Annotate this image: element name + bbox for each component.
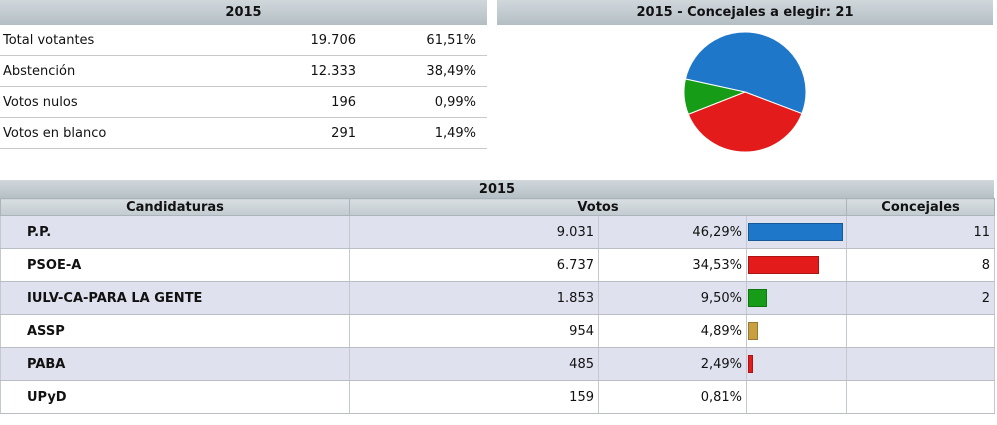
result-row: P.P. 9.031 46,29% 11 [0,215,996,249]
summary-label: Abstención [0,55,221,87]
percent-bar [748,322,758,340]
result-row: UPyD 159 0,81% [0,380,996,414]
summary-table: Total votantes 19.706 61,51% Abstención 12.3… [0,25,487,149]
result-row: IULV-CA-PARA LA GENTE 1.853 9,50% 2 [0,281,996,315]
party-seats [846,314,996,348]
chart-header: 2015 - Concejales a elegir: 21 [497,0,993,25]
summary-row: Votos nulos 196 0,99% [0,86,487,118]
summary-row: Total votantes 19.706 61,51% [0,25,487,56]
party-votes: 159 [349,380,599,414]
results-header: 2015 [0,180,994,199]
party-percent: 0,81% [598,380,747,414]
party-name: IULV-CA-PARA LA GENTE [0,281,350,315]
summary-value: 196 [221,86,358,118]
result-row: PABA 485 2,49% [0,347,996,381]
party-bar-cell [745,347,848,381]
party-name: ASSP [0,314,350,348]
summary-value: 12.333 [221,55,358,87]
party-seats: 11 [846,215,996,249]
summary-percent: 0,99% [358,86,487,118]
summary-row: Abstención 12.333 38,49% [0,55,487,87]
col-header-candidaturas: Candidaturas [0,198,350,216]
percent-bar [748,256,819,274]
party-votes: 485 [349,347,599,381]
summary-header: 2015 [0,0,487,25]
party-seats [846,347,996,381]
party-bar-cell [745,314,848,348]
col-header-votos: Votos [348,198,848,216]
results-header-row: Candidaturas Votos Concejales [0,198,996,216]
summary-value: 19.706 [221,25,358,56]
summary-value: 291 [221,117,358,149]
summary-percent: 61,51% [358,25,487,56]
result-row: PSOE-A 6.737 34,53% 8 [0,248,996,282]
party-name: PSOE-A [0,248,350,282]
col-header-concejales: Concejales [846,198,996,216]
pie-slice [683,78,747,115]
party-bar-cell [745,380,848,414]
party-percent: 2,49% [598,347,747,381]
pie-slice [684,31,807,115]
summary-row: Votos en blanco 291 1,49% [0,117,487,149]
results-table: Candidaturas Votos Concejales P.P. 9.031 4… [0,198,996,414]
summary-label: Total votantes [0,25,221,56]
percent-bar [748,355,753,373]
pie-slice [687,91,803,153]
summary-label: Votos nulos [0,86,221,118]
seats-pie-chart [683,31,807,153]
party-seats: 8 [846,248,996,282]
chart-title: 2015 - Concejales a elegir: 21 [636,5,854,20]
summary-label: Votos en blanco [0,117,221,149]
party-bar-cell [745,248,848,282]
party-percent: 34,53% [598,248,747,282]
party-percent: 9,50% [598,281,747,315]
party-percent: 46,29% [598,215,747,249]
party-name: UPyD [0,380,350,414]
party-votes: 954 [349,314,599,348]
summary-title: 2015 [225,5,262,20]
party-percent: 4,89% [598,314,747,348]
result-row: ASSP 954 4,89% [0,314,996,348]
party-seats: 2 [846,281,996,315]
party-votes: 9.031 [349,215,599,249]
percent-bar [748,289,767,307]
party-name: P.P. [0,215,350,249]
party-bar-cell [745,281,848,315]
party-seats [846,380,996,414]
results-title: 2015 [478,182,516,197]
percent-bar [748,223,843,241]
party-votes: 6.737 [349,248,599,282]
summary-percent: 38,49% [358,55,487,87]
summary-percent: 1,49% [358,117,487,149]
party-name: PABA [0,347,350,381]
party-bar-cell [745,215,848,249]
party-votes: 1.853 [349,281,599,315]
